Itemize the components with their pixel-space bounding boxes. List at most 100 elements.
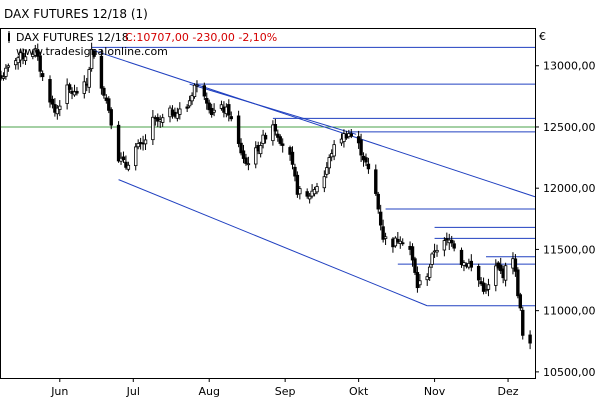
candle-body [241, 150, 246, 159]
y-tick-label: 12500,00 [543, 121, 596, 134]
candle-body [246, 163, 251, 166]
candle [378, 204, 383, 231]
candle-body [288, 147, 292, 155]
candle [136, 139, 140, 150]
candle [126, 161, 131, 172]
candle-body [366, 163, 371, 170]
candle [99, 49, 104, 95]
candle [307, 192, 312, 204]
y-tick-label: 10500,00 [543, 366, 596, 379]
legend-symbol: DAX FUTURES 12/18 [16, 31, 129, 44]
candle-body [185, 106, 189, 109]
candle [67, 82, 72, 94]
candle [413, 256, 417, 276]
candle [484, 283, 488, 294]
legend: DAX FUTURES 12/18 C:10707,00 -230,00 -2,… [8, 31, 277, 44]
candle [143, 134, 148, 150]
candle [327, 154, 331, 174]
candle [427, 263, 432, 281]
candle-body [244, 157, 248, 164]
x-tick-label: Aug [198, 385, 219, 398]
candle-body [425, 276, 429, 281]
candle [476, 263, 481, 287]
candle-body [99, 55, 104, 89]
candle-body [378, 211, 383, 226]
candle-body [462, 262, 466, 266]
candle-body [410, 246, 415, 261]
candle-body [445, 238, 449, 241]
candle [4, 64, 8, 80]
x-tick-label: Nov [424, 385, 446, 398]
candle-body [476, 266, 481, 281]
candle-body [178, 108, 182, 115]
candle-body [271, 124, 275, 142]
candle-body [126, 164, 131, 170]
candle [469, 254, 474, 272]
y-tick-label: 13000,00 [543, 60, 596, 73]
candle-body [151, 116, 155, 141]
candle-body [143, 139, 148, 145]
candle-body [175, 112, 180, 119]
candle [207, 99, 211, 114]
candle-body [364, 157, 368, 163]
candle [452, 240, 456, 252]
candle [82, 75, 86, 99]
candle [425, 273, 429, 286]
candle [290, 146, 295, 170]
candle [486, 278, 491, 297]
candle-body [58, 105, 62, 110]
trend-line [118, 179, 428, 307]
candle [445, 232, 449, 246]
candle-body [327, 157, 331, 169]
candle-body [494, 265, 498, 286]
candle [38, 51, 42, 78]
candle [383, 232, 388, 245]
candle-body [75, 90, 79, 94]
candle-body [516, 269, 520, 297]
candle-body [513, 258, 518, 272]
candle-body [6, 65, 11, 68]
candle-body [65, 84, 69, 104]
candle [499, 257, 503, 274]
candle [239, 138, 243, 156]
candle [92, 49, 96, 59]
candle [229, 111, 233, 122]
candle-body [36, 49, 40, 57]
candle [450, 235, 454, 247]
y-tick-label: 12000,00 [543, 182, 596, 195]
x-tick-label: Sep [275, 385, 296, 398]
candle-body [521, 309, 525, 336]
y-tick-label: 11500,00 [543, 243, 596, 256]
candle-body [427, 266, 432, 278]
candle [430, 252, 434, 268]
candle-body [160, 117, 165, 123]
candle [442, 237, 447, 257]
candle-body [89, 48, 94, 70]
candle [513, 254, 518, 277]
candle [503, 262, 508, 287]
candle-body [40, 73, 45, 78]
candle-body [273, 124, 278, 132]
candle [1, 72, 6, 81]
candle [254, 141, 258, 169]
candle [401, 238, 405, 246]
candle-body [413, 258, 417, 273]
candle [107, 96, 111, 114]
candle [315, 182, 319, 195]
candle-body [293, 166, 297, 177]
candle [381, 219, 385, 243]
candle [295, 171, 300, 198]
candle [65, 78, 69, 110]
candle-body [258, 145, 263, 155]
candle [124, 155, 128, 170]
candle [195, 80, 199, 93]
candle [288, 145, 292, 161]
candle-body [418, 280, 422, 286]
candle-body [192, 84, 197, 98]
candle [202, 82, 207, 101]
candle [236, 110, 241, 148]
candle [102, 86, 106, 99]
candle [48, 75, 52, 108]
candle-body [205, 97, 209, 104]
